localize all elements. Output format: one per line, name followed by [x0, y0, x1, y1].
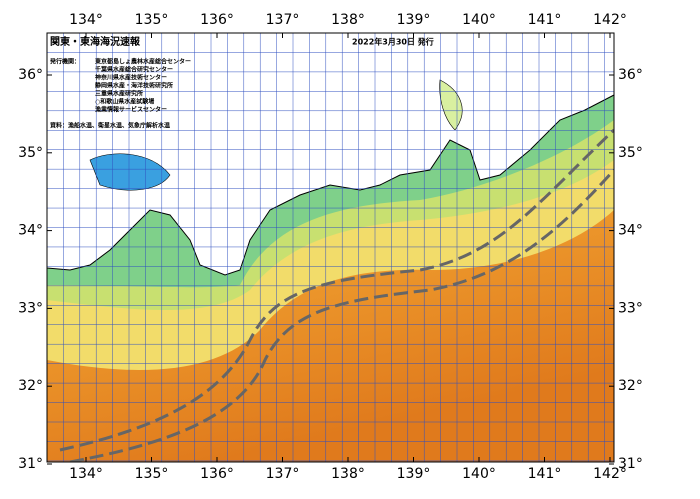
issuer: 漁業情報サービスセンター — [95, 106, 167, 114]
issuer: 三重県水産研究所 — [95, 90, 143, 98]
lon-tick-label: 134° — [69, 466, 103, 482]
issuer: 静岡県水産・海洋技術研究所 — [95, 82, 173, 90]
lon-tick-label: 141° — [528, 466, 562, 482]
source-note: 資料：漁船水温、衛星水温、気象庁解析水温 — [50, 122, 170, 130]
issuer-label: 発行機関： — [50, 58, 80, 66]
lat-tick-label: 34° — [18, 223, 43, 239]
axis-ticks: 134° 134° 135° 135° 136° 136° 137° 137° 138° 138°… — [18, 12, 643, 482]
lat-tick-label: 35° — [618, 145, 643, 161]
lat-tick-label: 31° — [618, 456, 643, 472]
lon-tick-label: 138° — [331, 12, 365, 28]
lat-tick-label: 32° — [18, 378, 43, 394]
lat-tick-label: 32° — [618, 378, 643, 394]
issuer: 千葉県水産総合研究センター — [95, 66, 173, 74]
issuer: 神奈川県水産技術センター — [95, 74, 167, 82]
lon-tick-label: 141° — [528, 12, 562, 28]
issuer: ○和歌山県水産試験場 — [95, 98, 154, 106]
lon-tick-label: 139° — [397, 466, 431, 482]
lat-tick-label: 36° — [18, 67, 43, 83]
lon-tick-label: 135° — [135, 12, 169, 28]
lon-tick-label: 138° — [331, 466, 365, 482]
lat-tick-label: 33° — [18, 300, 43, 316]
map-title: 関東・東海海況速報 — [50, 35, 141, 48]
current-line — [69, 168, 614, 462]
lon-tick-label: 134° — [69, 12, 103, 28]
lon-tick-label: 137° — [266, 466, 300, 482]
lon-tick-label: 135° — [135, 466, 169, 482]
lat-tick-label: 34° — [618, 223, 643, 239]
map-area — [47, 33, 614, 462]
issuer: 東京都島しょ農林水産総合センター — [95, 58, 191, 66]
lat-tick-label: 35° — [18, 145, 43, 161]
current-line — [59, 128, 614, 452]
lon-tick-label: 140° — [462, 12, 496, 28]
land — [47, 33, 614, 276]
lat-tick-label: 33° — [618, 300, 643, 316]
lon-tick-label: 140° — [462, 466, 496, 482]
issue-date: 2022年3月30日 発行 — [352, 37, 434, 47]
map-frame — [46, 32, 615, 463]
bay — [89, 153, 171, 191]
lon-tick-label: 136° — [200, 12, 234, 28]
issuer-list: 東京都島しょ農林水産総合センター千葉県水産総合研究センター神奈川県水産技術センタ… — [95, 58, 191, 114]
lon-tick-label: 137° — [266, 12, 300, 28]
lat-tick-label: 36° — [618, 67, 643, 83]
lon-tick-label: 139° — [397, 12, 431, 28]
lon-tick-label: 142° — [593, 466, 627, 482]
grid — [47, 33, 614, 462]
lon-tick-label: 136° — [200, 466, 234, 482]
lon-tick-label: 142° — [593, 12, 627, 28]
lat-tick-label: 31° — [18, 456, 43, 472]
